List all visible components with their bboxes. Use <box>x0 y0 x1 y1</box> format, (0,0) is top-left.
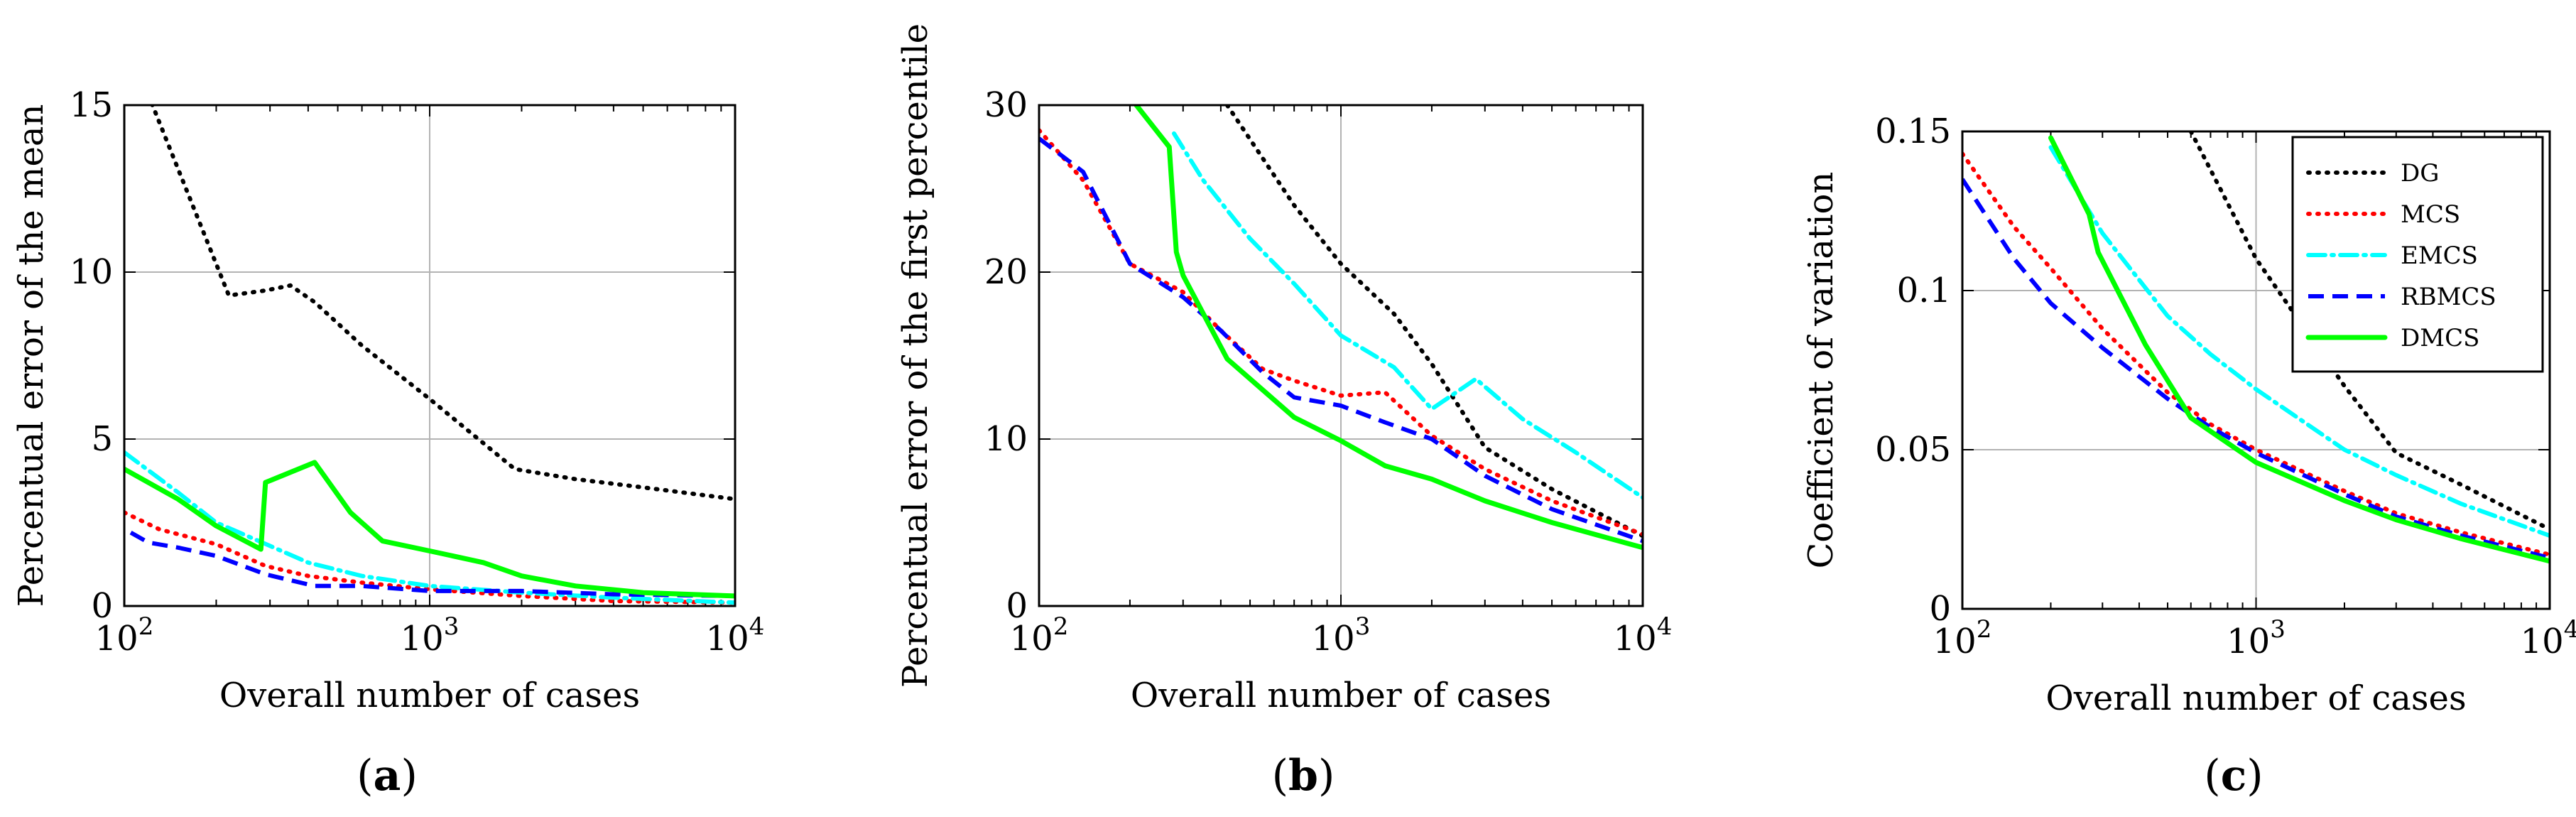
x-tick-label: 102 <box>95 612 154 659</box>
series-line-rbmcs <box>1962 178 2550 561</box>
x-tick-label: 102 <box>1010 612 1069 659</box>
y-tick-label: 0.15 <box>1875 112 1951 151</box>
panel-label: (c) <box>2204 751 2263 801</box>
series-line-emcs <box>124 450 735 605</box>
series-line-emcs <box>2048 145 2550 538</box>
grid <box>124 104 736 607</box>
y-tick-label: 10 <box>984 419 1028 459</box>
series-line-dg <box>1224 105 1643 539</box>
series-line-dmcs <box>2048 135 2550 564</box>
y-tick-label: 5 <box>91 419 113 459</box>
series-line-dmcs <box>124 460 735 599</box>
x-tick-label: 104 <box>706 612 765 659</box>
chart-panel-a: 0 5 10 15 102 103 104 Overall number of cases Pe… <box>11 85 764 801</box>
series-line-dg <box>150 105 735 502</box>
chart-panel-b: 0 10 20 30 102 103 104 Overall number of cases P… <box>896 23 1672 801</box>
series-line-mcs <box>124 510 735 605</box>
y-axis-label: Percentual error of the mean <box>11 104 51 607</box>
x-tick-label: 102 <box>1933 615 1992 661</box>
series-line-dmcs <box>1134 105 1643 551</box>
panel-label: (a) <box>357 751 418 801</box>
legend-label: EMCS <box>2401 242 2478 270</box>
y-tick-label: 20 <box>984 252 1028 292</box>
x-tick-label: 104 <box>2521 615 2576 661</box>
y-tick-label: 0.1 <box>1897 271 1951 310</box>
series-line-dg <box>2188 131 2550 531</box>
x-tick-label: 103 <box>2227 615 2286 661</box>
chart-panel-c: 0 0.05 0.1 0.15 102 103 104 Overall number of c… <box>1801 112 2576 801</box>
x-tick-label: 103 <box>1312 612 1371 659</box>
series-group <box>1039 105 1643 551</box>
legend: DG MCS EMCS RBMCS DMCS <box>2291 136 2544 373</box>
legend-label: MCS <box>2401 200 2460 229</box>
legend-label: DMCS <box>2401 324 2479 352</box>
y-tick-label: 0 <box>1006 586 1028 626</box>
legend-label: DG <box>2401 159 2439 188</box>
y-axis-label: Percentual error of the first percentile <box>896 23 935 688</box>
y-tick-label: 0.05 <box>1875 430 1951 470</box>
series-group <box>1962 131 2550 564</box>
x-axis-label: Overall number of cases <box>2045 678 2466 718</box>
panel-label: (b) <box>1272 751 1335 801</box>
y-tick-label: 0 <box>91 586 113 626</box>
y-tick-label: 15 <box>70 85 113 125</box>
x-axis-label: Overall number of cases <box>219 676 640 715</box>
x-tick-label: 103 <box>401 612 460 659</box>
y-tick-label: 0 <box>1929 589 1951 629</box>
y-tick-label: 30 <box>984 85 1028 125</box>
series-line-emcs <box>1172 131 1643 500</box>
series-group <box>124 105 735 605</box>
x-tick-label: 104 <box>1614 612 1673 659</box>
plot-frame <box>1038 104 1644 607</box>
grid <box>1038 104 1643 607</box>
plot-frame <box>1961 130 2551 610</box>
series-line-rbmcs <box>1039 136 1643 543</box>
y-tick-label: 10 <box>70 252 113 292</box>
y-axis-label: Coefficient of variation <box>1801 172 1841 569</box>
plot-frame <box>123 104 737 607</box>
legend-label: RBMCS <box>2401 283 2496 311</box>
series-line-mcs <box>1962 151 2550 557</box>
x-axis-label: Overall number of cases <box>1131 676 1551 715</box>
